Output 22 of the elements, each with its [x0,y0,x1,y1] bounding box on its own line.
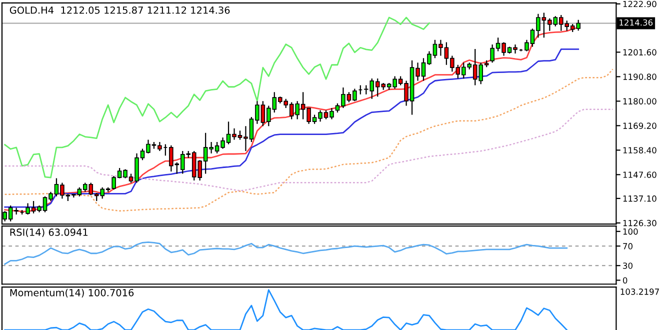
y-tick-label: 30 [623,262,632,269]
ref-line-label: 1214.36 [620,19,653,26]
text: 103.2197 [620,288,659,295]
y-tick-label: 1201.60 [623,49,656,56]
chart-title: GOLD.H4 1212.05 1215.87 1211.12 1214.36 [10,6,230,14]
y-tick-label: 1222.90 [623,0,656,8]
y-tick-label: 1190.80 [623,74,656,80]
y-tick-label: 0 [622,277,628,284]
line-series [4,68,614,212]
y-tick-label: 1147.60 [623,172,656,178]
line-series [4,241,568,265]
chart-title: RSI(14) 63.0941 [10,228,88,238]
chart-title: Momentum(14) 100.7016 [10,288,134,298]
y-tick-label: 1126.30 [623,220,656,226]
y-tick-label: 1180.00 [623,98,656,104]
y-tick-label: 100 [623,228,638,235]
y-tick-label: 1169.20 [623,122,656,129]
y-tick-label: 1158.40 [623,147,656,154]
y-tick-label: 70 [623,243,632,250]
y-tick-label: 1137.10 [623,195,656,202]
line-series [4,16,430,178]
line-series [4,108,614,192]
